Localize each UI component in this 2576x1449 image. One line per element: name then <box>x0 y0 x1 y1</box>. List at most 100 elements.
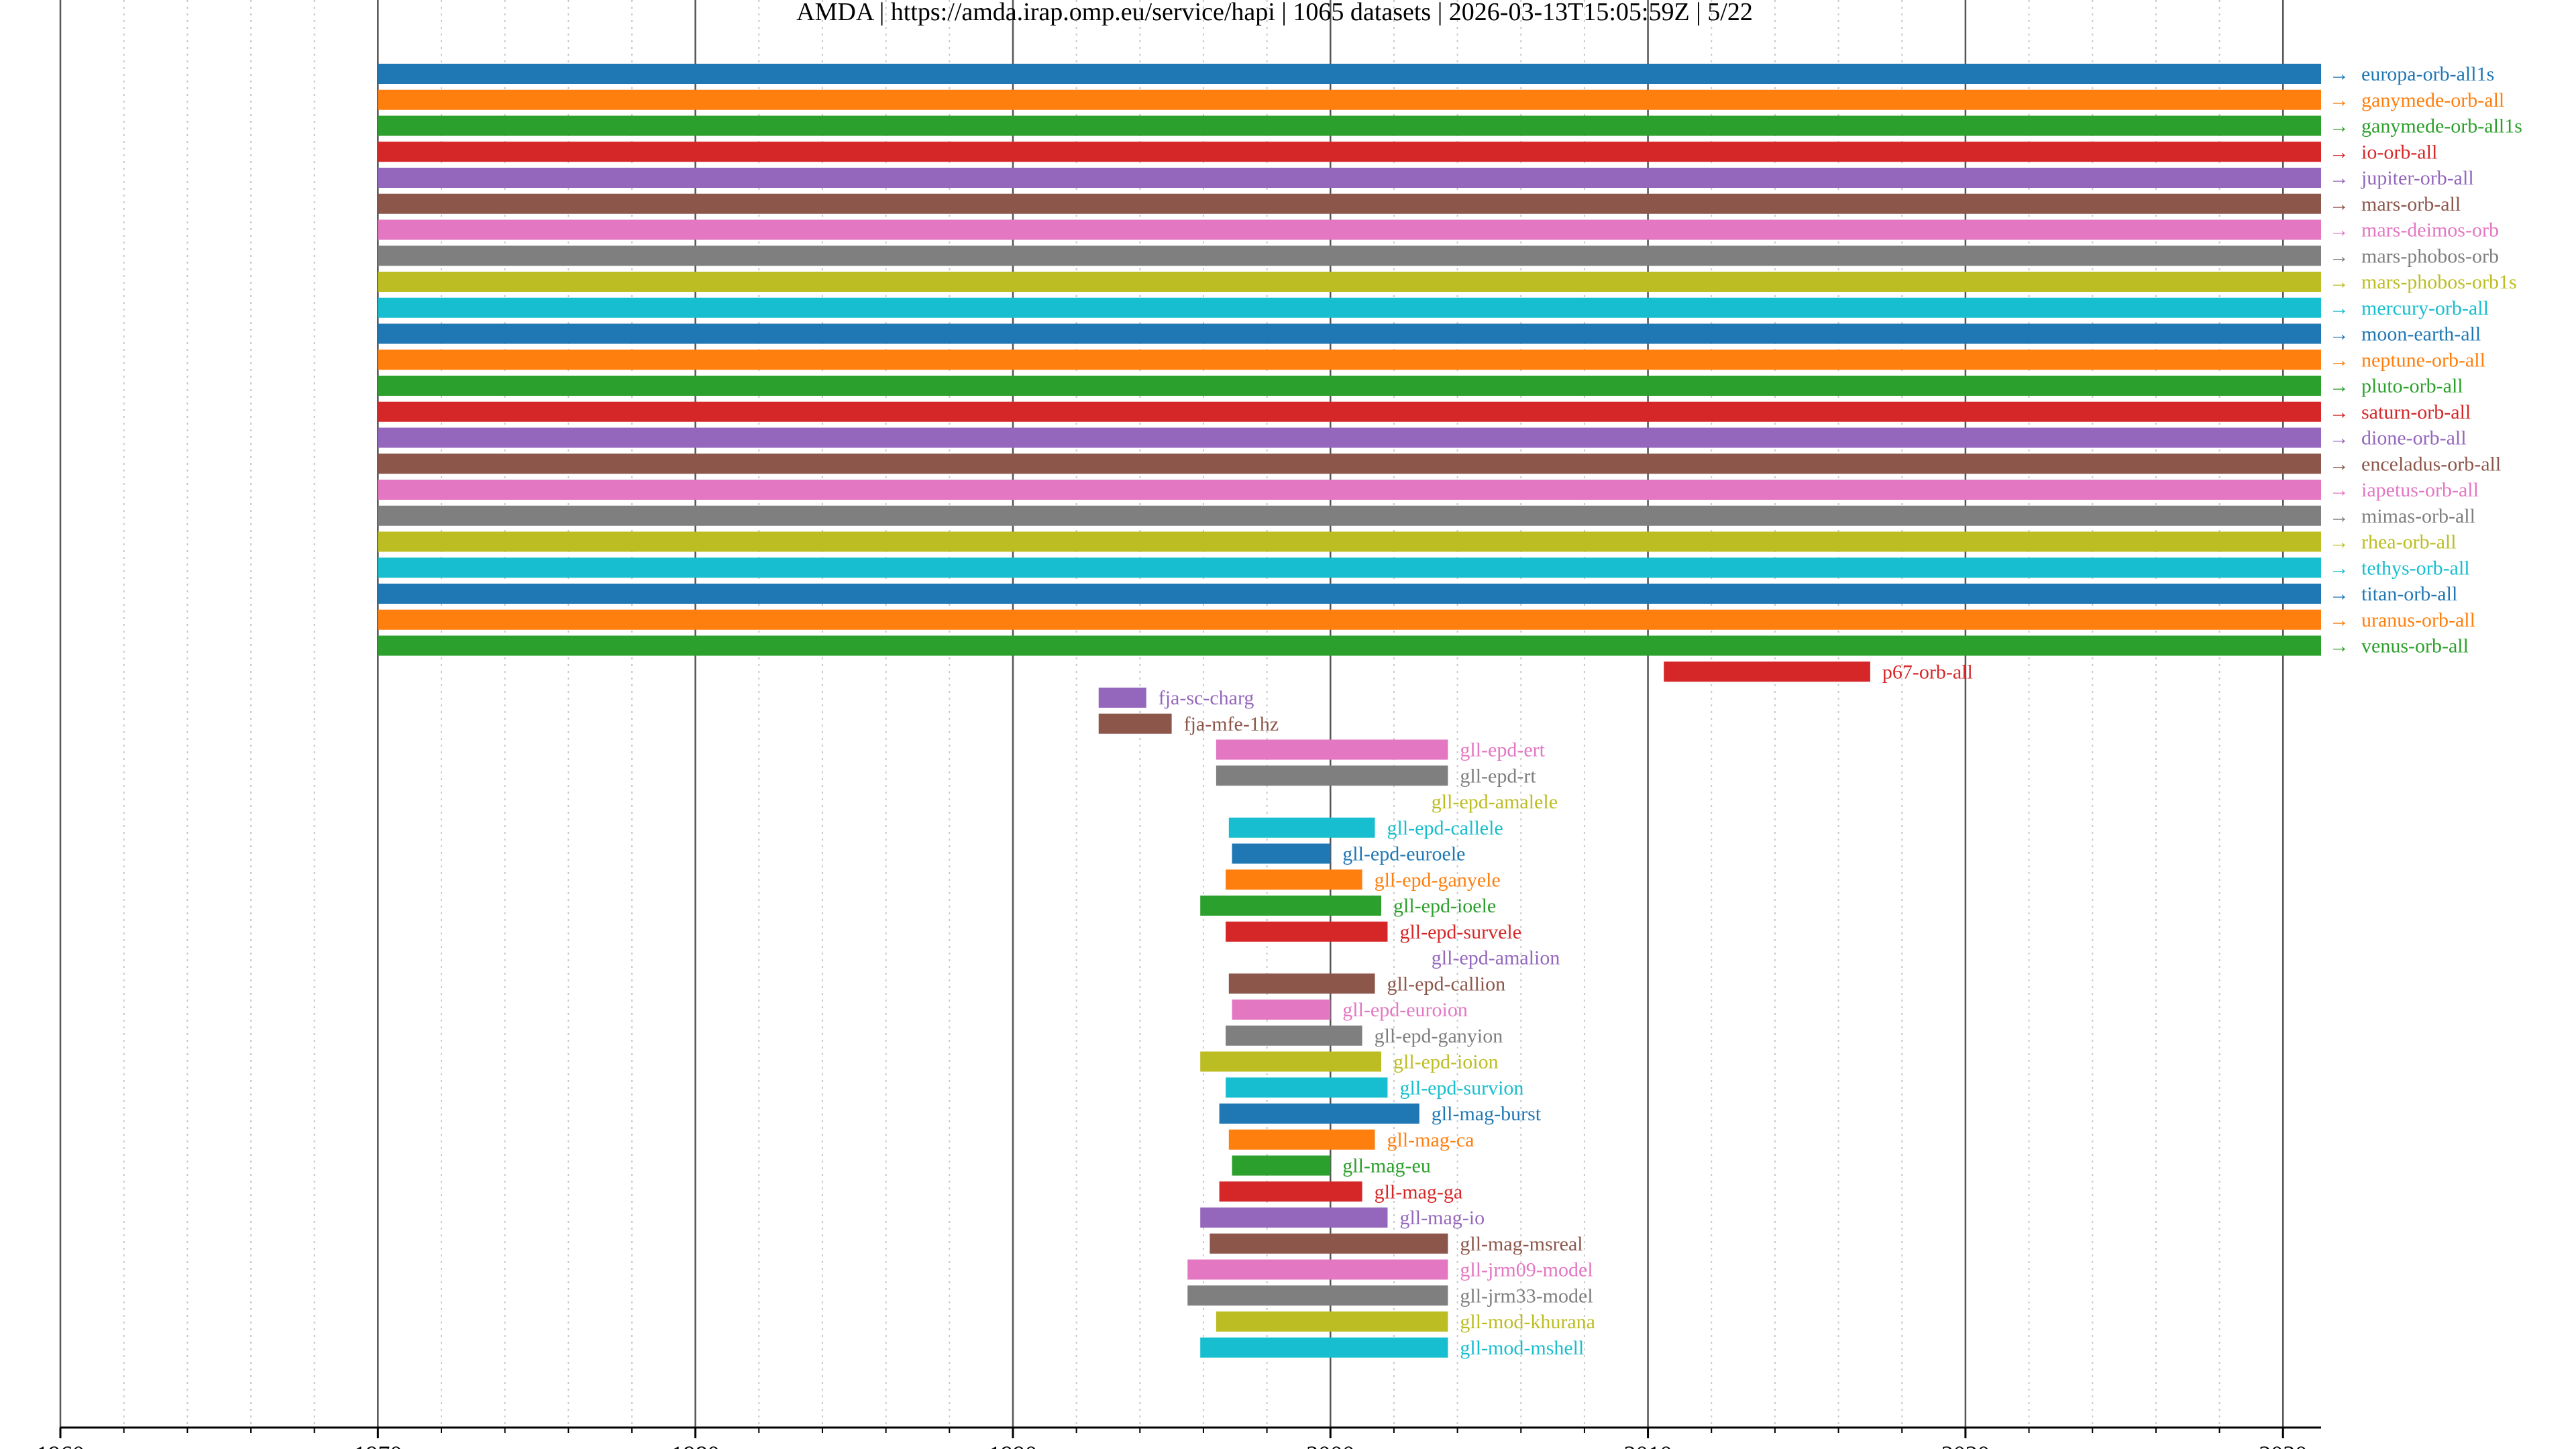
bar-gll-mag-io <box>1200 1208 1388 1228</box>
bar-tethys-orb-all <box>378 557 2321 578</box>
bar-label-venus-orb-all: venus-orb-all <box>2361 635 2469 657</box>
bar-titan-orb-all <box>378 584 2321 604</box>
x-tick-label-1960: 1960 <box>36 1441 85 1449</box>
ongoing-arrow-iapetus-orb-all: → <box>2329 479 2349 501</box>
bar-label-enceladus-orb-all: enceladus-orb-all <box>2361 453 2501 475</box>
bar-gll-epd-ioele <box>1200 896 1381 916</box>
bar-gll-mag-ga <box>1219 1181 1362 1202</box>
ongoing-arrow-mars-phobos-orb1s: → <box>2329 271 2349 293</box>
bar-mercury-orb-all <box>378 297 2321 318</box>
bar-label-p67-orb-all: p67-orb-all <box>1882 661 1973 683</box>
x-tick-label-2010: 2010 <box>1624 1441 1672 1449</box>
ongoing-arrow-rhea-orb-all: → <box>2329 531 2349 553</box>
ongoing-arrow-tethys-orb-all: → <box>2329 557 2349 579</box>
bar-gll-epd-rt <box>1216 765 1448 786</box>
bar-gll-epd-ioion <box>1200 1051 1381 1072</box>
bar-label-gll-mod-mshell: gll-mod-mshell <box>1460 1337 1584 1359</box>
bar-moon-earth-all <box>378 323 2321 344</box>
bar-label-gll-epd-amalele: gll-epd-amalele <box>1432 791 1558 813</box>
bar-label-gll-epd-euroion: gll-epd-euroion <box>1342 999 1468 1021</box>
bar-label-rhea-orb-all: rhea-orb-all <box>2361 531 2457 553</box>
bar-gll-mag-eu <box>1232 1155 1331 1176</box>
bar-label-gll-epd-callele: gll-epd-callele <box>1387 817 1503 839</box>
ongoing-arrow-saturn-orb-all: → <box>2329 401 2349 423</box>
bar-label-gll-epd-ioion: gll-epd-ioion <box>1393 1051 1499 1073</box>
bar-label-gll-mag-ga: gll-mag-ga <box>1375 1181 1463 1203</box>
bar-gll-epd-ganyele <box>1226 869 1362 890</box>
ongoing-arrow-moon-earth-all: → <box>2329 323 2349 345</box>
ongoing-arrow-enceladus-orb-all: → <box>2329 453 2349 475</box>
ongoing-arrow-io-orb-all: → <box>2329 141 2349 163</box>
bar-fja-sc-charg <box>1098 688 1146 708</box>
bar-neptune-orb-all <box>378 350 2321 370</box>
ongoing-arrow-mercury-orb-all: → <box>2329 297 2349 319</box>
bar-venus-orb-all <box>378 635 2321 656</box>
bar-gll-jrm09-model <box>1187 1259 1448 1280</box>
bar-label-uranus-orb-all: uranus-orb-all <box>2361 609 2475 631</box>
bar-label-titan-orb-all: titan-orb-all <box>2361 583 2457 605</box>
ongoing-arrow-jupiter-orb-all: → <box>2329 167 2349 189</box>
bar-gll-epd-callele <box>1228 817 1375 838</box>
bar-gll-epd-euroion <box>1232 1000 1331 1020</box>
bar-iapetus-orb-all <box>378 480 2321 500</box>
bar-label-gll-epd-ganyion: gll-epd-ganyion <box>1375 1025 1503 1047</box>
ongoing-arrow-dione-orb-all: → <box>2329 427 2349 449</box>
bar-uranus-orb-all <box>378 609 2321 630</box>
ongoing-arrow-mars-orb-all: → <box>2329 193 2349 215</box>
bar-label-fja-mfe-1hz: fja-mfe-1hz <box>1184 713 1279 735</box>
x-tick-label-1970: 1970 <box>354 1441 402 1449</box>
bar-io-orb-all <box>378 142 2321 162</box>
bar-label-gll-mod-khurana: gll-mod-khurana <box>1460 1311 1595 1333</box>
ongoing-arrow-ganymede-orb-all: → <box>2329 89 2349 111</box>
bar-gll-epd-callion <box>1228 973 1375 994</box>
chart-title: AMDA | https://amda.irap.omp.eu/service/… <box>796 0 1753 26</box>
bar-gll-epd-ganyion <box>1226 1025 1362 1046</box>
x-axis: 1960 1970 1980 1990 2000 2010 2020 2030 <box>36 1426 2321 1449</box>
ongoing-arrow-titan-orb-all: → <box>2329 583 2349 605</box>
bar-label-mars-deimos-orb: mars-deimos-orb <box>2361 219 2499 241</box>
bar-label-gll-epd-survion: gll-epd-survion <box>1399 1077 1523 1099</box>
bar-label-mars-orb-all: mars-orb-all <box>2361 193 2461 215</box>
bar-label-fja-sc-charg: fja-sc-charg <box>1159 687 1254 709</box>
bar-label-mars-phobos-orb1s: mars-phobos-orb1s <box>2361 271 2517 293</box>
x-tick-label-1980: 1980 <box>672 1441 720 1449</box>
bar-gll-epd-survele <box>1226 921 1388 942</box>
bar-label-gll-mag-io: gll-mag-io <box>1399 1207 1485 1229</box>
bar-label-gll-epd-ert: gll-epd-ert <box>1460 739 1545 761</box>
bar-mars-orb-all <box>378 193 2321 214</box>
bar-jupiter-orb-all <box>378 168 2321 188</box>
bar-gll-mag-msreal <box>1210 1233 1448 1254</box>
bar-label-gll-jrm09-model: gll-jrm09-model <box>1460 1259 1593 1281</box>
bar-label-jupiter-orb-all: jupiter-orb-all <box>2361 167 2474 189</box>
bar-dione-orb-all <box>378 427 2321 448</box>
bar-label-gll-epd-callion: gll-epd-callion <box>1387 973 1506 995</box>
bar-label-mercury-orb-all: mercury-orb-all <box>2361 297 2489 319</box>
bar-label-gll-epd-survele: gll-epd-survele <box>1399 921 1521 943</box>
bar-label-gll-mag-msreal: gll-mag-msreal <box>1460 1233 1582 1255</box>
bar-mars-deimos-orb <box>378 219 2321 240</box>
bar-label-gll-epd-euroele: gll-epd-euroele <box>1342 843 1465 865</box>
bar-label-gll-epd-rt: gll-epd-rt <box>1460 765 1536 787</box>
bar-label-gll-mag-burst: gll-mag-burst <box>1432 1103 1542 1125</box>
ongoing-arrow-venus-orb-all: → <box>2329 635 2349 657</box>
x-tick-label-2030: 2030 <box>2259 1441 2307 1449</box>
bar-label-ganymede-orb-all: ganymede-orb-all <box>2361 89 2504 111</box>
bar-mars-phobos-orb1s <box>378 272 2321 292</box>
bar-label-tethys-orb-all: tethys-orb-all <box>2361 557 2470 579</box>
bar-label-moon-earth-all: moon-earth-all <box>2361 323 2481 345</box>
ongoing-arrow-mars-phobos-orb: → <box>2329 245 2349 267</box>
bar-gll-epd-euroele <box>1232 843 1331 864</box>
bar-label-iapetus-orb-all: iapetus-orb-all <box>2361 479 2479 501</box>
bar-label-dione-orb-all: dione-orb-all <box>2361 427 2467 449</box>
bar-label-neptune-orb-all: neptune-orb-all <box>2361 349 2485 371</box>
ongoing-arrow-mars-deimos-orb: → <box>2329 219 2349 241</box>
bar-label-europa-orb-all1s: europa-orb-all1s <box>2361 63 2494 85</box>
bar-saturn-orb-all <box>378 401 2321 422</box>
bar-gll-mag-burst <box>1219 1104 1419 1124</box>
bar-label-io-orb-all: io-orb-all <box>2361 141 2437 163</box>
bar-p67-orb-all <box>1664 661 1870 682</box>
bar-gll-epd-survion <box>1226 1077 1388 1098</box>
bar-mars-phobos-orb <box>378 246 2321 266</box>
